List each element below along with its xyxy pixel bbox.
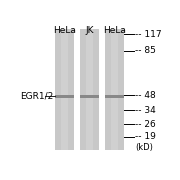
Text: EGR1/2: EGR1/2 — [20, 92, 53, 101]
Bar — [61, 28, 68, 150]
Bar — [105, 95, 124, 98]
Bar — [86, 28, 93, 150]
Text: -- 19: -- 19 — [135, 132, 156, 141]
Text: -- 117: -- 117 — [135, 30, 161, 39]
Bar — [55, 95, 74, 98]
Text: -- 34: -- 34 — [135, 106, 156, 115]
Text: JK: JK — [85, 26, 94, 35]
Text: (kD): (kD) — [135, 143, 153, 152]
Text: -- 85: -- 85 — [135, 46, 156, 55]
Bar — [111, 28, 118, 150]
Text: -- 48: -- 48 — [135, 91, 156, 100]
Bar — [105, 28, 124, 150]
Bar — [80, 28, 99, 150]
Text: HeLa: HeLa — [103, 26, 126, 35]
Text: HeLa: HeLa — [53, 26, 76, 35]
Bar — [80, 95, 99, 98]
Text: -- 26: -- 26 — [135, 120, 156, 129]
Bar — [55, 28, 74, 150]
